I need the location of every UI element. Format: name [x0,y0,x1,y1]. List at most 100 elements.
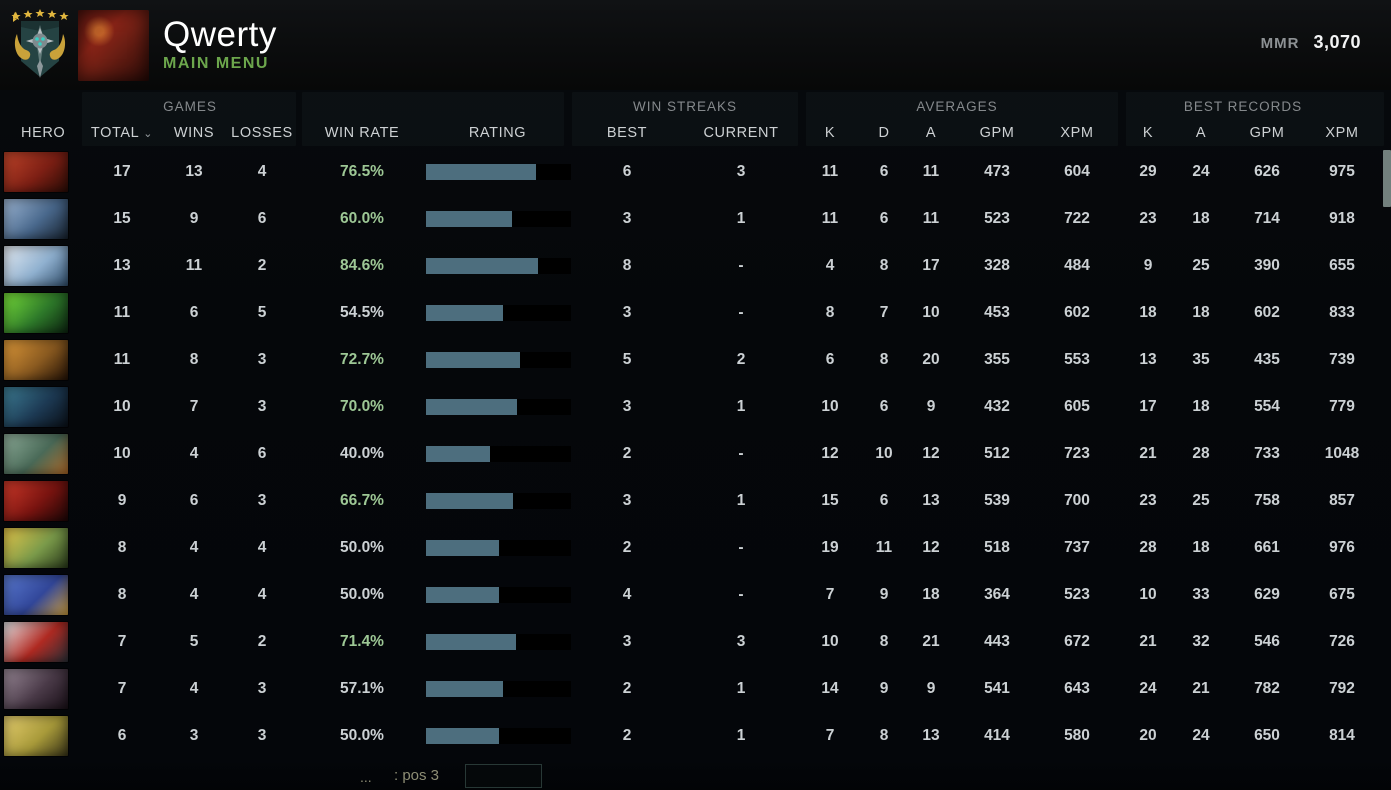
stat-rgpm: 546 [1254,632,1280,650]
stat-wins: 3 [189,726,199,744]
hero-portrait[interactable] [4,198,68,239]
column-header-row: HERO TOTAL ⌄ WINS LOSSES WIN RATE RATING … [0,118,1391,148]
hero-portrait[interactable] [4,715,68,756]
col-total-sort[interactable]: TOTAL ⌄ [90,125,154,141]
stat-gpm: 518 [984,538,1010,556]
stat-gpm: 355 [984,350,1010,368]
mmr-label: MMR [1260,35,1300,52]
stat-rk: 18 [1139,303,1157,321]
hero-portrait[interactable] [4,245,68,286]
stat-d: 7 [879,303,889,321]
rating-bar [424,257,571,274]
stat-total: 15 [113,209,131,227]
stat-streak_current: 1 [736,397,746,415]
col-avg-xpm[interactable]: XPM [1060,125,1094,141]
stat-wins: 11 [185,256,203,274]
col-streak-current[interactable]: CURRENT [703,125,779,141]
stat-total: 7 [117,679,127,697]
hero-portrait[interactable] [4,386,68,427]
hero-portrait[interactable] [4,480,68,521]
col-rating[interactable]: RATING [468,125,527,141]
hero-portrait[interactable] [4,433,68,474]
hero-portrait[interactable] [4,339,68,380]
stat-ra: 25 [1192,256,1210,274]
stat-win_rate: 76.5% [340,162,384,180]
hero-portrait[interactable] [4,151,68,192]
stat-d: 6 [879,162,889,180]
col-avg-gpm[interactable]: GPM [979,125,1015,141]
group-header-row: GAMES WIN STREAKS AVERAGES BEST RECORDS [0,94,1391,118]
stat-xpm: 737 [1064,538,1090,556]
stat-rk: 17 [1139,397,1157,415]
hero-row[interactable]: 10 4 6 40.0% 2 - 12 10 12 512 723 21 28 733 1048 [0,430,1391,477]
stat-streak_best: 2 [622,444,632,462]
stat-d: 11 [875,538,893,556]
stat-gpm: 453 [984,303,1010,321]
hero-portrait[interactable] [4,668,68,709]
stat-total: 10 [113,397,131,415]
stat-losses: 2 [257,632,267,650]
stat-k: 19 [821,538,839,556]
hero-row[interactable]: 10 7 3 70.0% 3 1 10 6 9 432 605 17 18 554 779 [0,383,1391,430]
stat-rk: 29 [1139,162,1157,180]
stat-gpm: 512 [984,444,1010,462]
rating-bar [424,163,571,180]
col-avg-k[interactable]: K [824,125,836,141]
header-panel-best-records [1126,92,1384,146]
group-win-streaks: WIN STREAKS [632,98,737,114]
stat-k: 4 [825,256,835,274]
hero-row[interactable]: 8 4 4 50.0% 2 - 19 11 12 518 737 28 18 661 976 [0,524,1391,571]
stat-xpm: 672 [1064,632,1090,650]
hero-row[interactable]: 15 9 6 60.0% 3 1 11 6 11 523 722 23 18 714 918 [0,195,1391,242]
col-win-rate[interactable]: WIN RATE [324,125,400,141]
stat-d: 6 [879,209,889,227]
col-losses[interactable]: LOSSES [231,125,293,141]
stat-rxpm: 779 [1329,397,1355,415]
col-avg-d[interactable]: D [878,125,890,141]
stat-total: 11 [113,350,131,368]
hero-row[interactable]: 7 4 3 57.1% 2 1 14 9 9 541 643 24 21 782 792 [0,665,1391,712]
stat-gpm: 541 [984,679,1010,697]
main-menu-label[interactable]: MAIN MENU [163,55,269,73]
stat-ra: 24 [1192,726,1210,744]
stat-ra: 24 [1192,162,1210,180]
hero-row[interactable]: 6 3 3 50.0% 2 1 7 8 13 414 580 20 24 650 814 [0,712,1391,759]
stat-gpm: 523 [984,209,1010,227]
hero-row[interactable]: 9 6 3 66.7% 3 1 15 6 13 539 700 23 25 758 857 [0,477,1391,524]
stat-win_rate: 50.0% [340,726,384,744]
stat-d: 8 [879,350,889,368]
stat-total: 8 [117,585,127,603]
stat-streak_best: 5 [622,350,632,368]
player-avatar[interactable] [78,9,149,81]
hero-row[interactable]: 8 4 4 50.0% 4 - 7 9 18 364 523 10 33 629 675 [0,571,1391,618]
stat-total: 7 [117,632,127,650]
hero-row[interactable]: 11 8 3 72.7% 5 2 6 8 20 355 553 13 35 435 739 [0,336,1391,383]
col-best-gpm[interactable]: GPM [1249,125,1285,141]
rating-bar [424,351,571,368]
rank-medal-icon [11,9,69,78]
stat-ra: 28 [1192,444,1210,462]
hero-row[interactable]: 13 11 2 84.6% 8 - 4 8 17 328 484 9 25 390 655 [0,242,1391,289]
col-best-k[interactable]: K [1142,125,1154,141]
col-best-a[interactable]: A [1195,125,1207,141]
stat-xpm: 602 [1064,303,1090,321]
hero-row[interactable]: 17 13 4 76.5% 6 3 11 6 11 473 604 29 24 626 975 [0,148,1391,195]
stat-streak_best: 3 [622,632,632,650]
col-avg-a[interactable]: A [925,125,937,141]
hero-portrait[interactable] [4,292,68,333]
hero-row[interactable]: 7 5 2 71.4% 3 3 10 8 21 443 672 21 32 546 726 [0,618,1391,665]
hero-portrait[interactable] [4,527,68,568]
hero-portrait[interactable] [4,574,68,615]
hero-portrait[interactable] [4,621,68,662]
stat-gpm: 414 [984,726,1010,744]
stat-wins: 4 [189,585,199,603]
stat-rgpm: 629 [1254,585,1280,603]
stat-streak_current: - [738,303,744,321]
stat-ra: 33 [1192,585,1210,603]
col-streak-best[interactable]: BEST [606,125,648,141]
position-tooltip-label: : pos 3 [394,767,440,784]
hero-row[interactable]: 11 6 5 54.5% 3 - 8 7 10 453 602 18 18 602 833 [0,289,1391,336]
scrollbar-thumb[interactable] [1383,150,1391,207]
col-best-xpm[interactable]: XPM [1325,125,1359,141]
col-wins[interactable]: WINS [173,125,215,141]
